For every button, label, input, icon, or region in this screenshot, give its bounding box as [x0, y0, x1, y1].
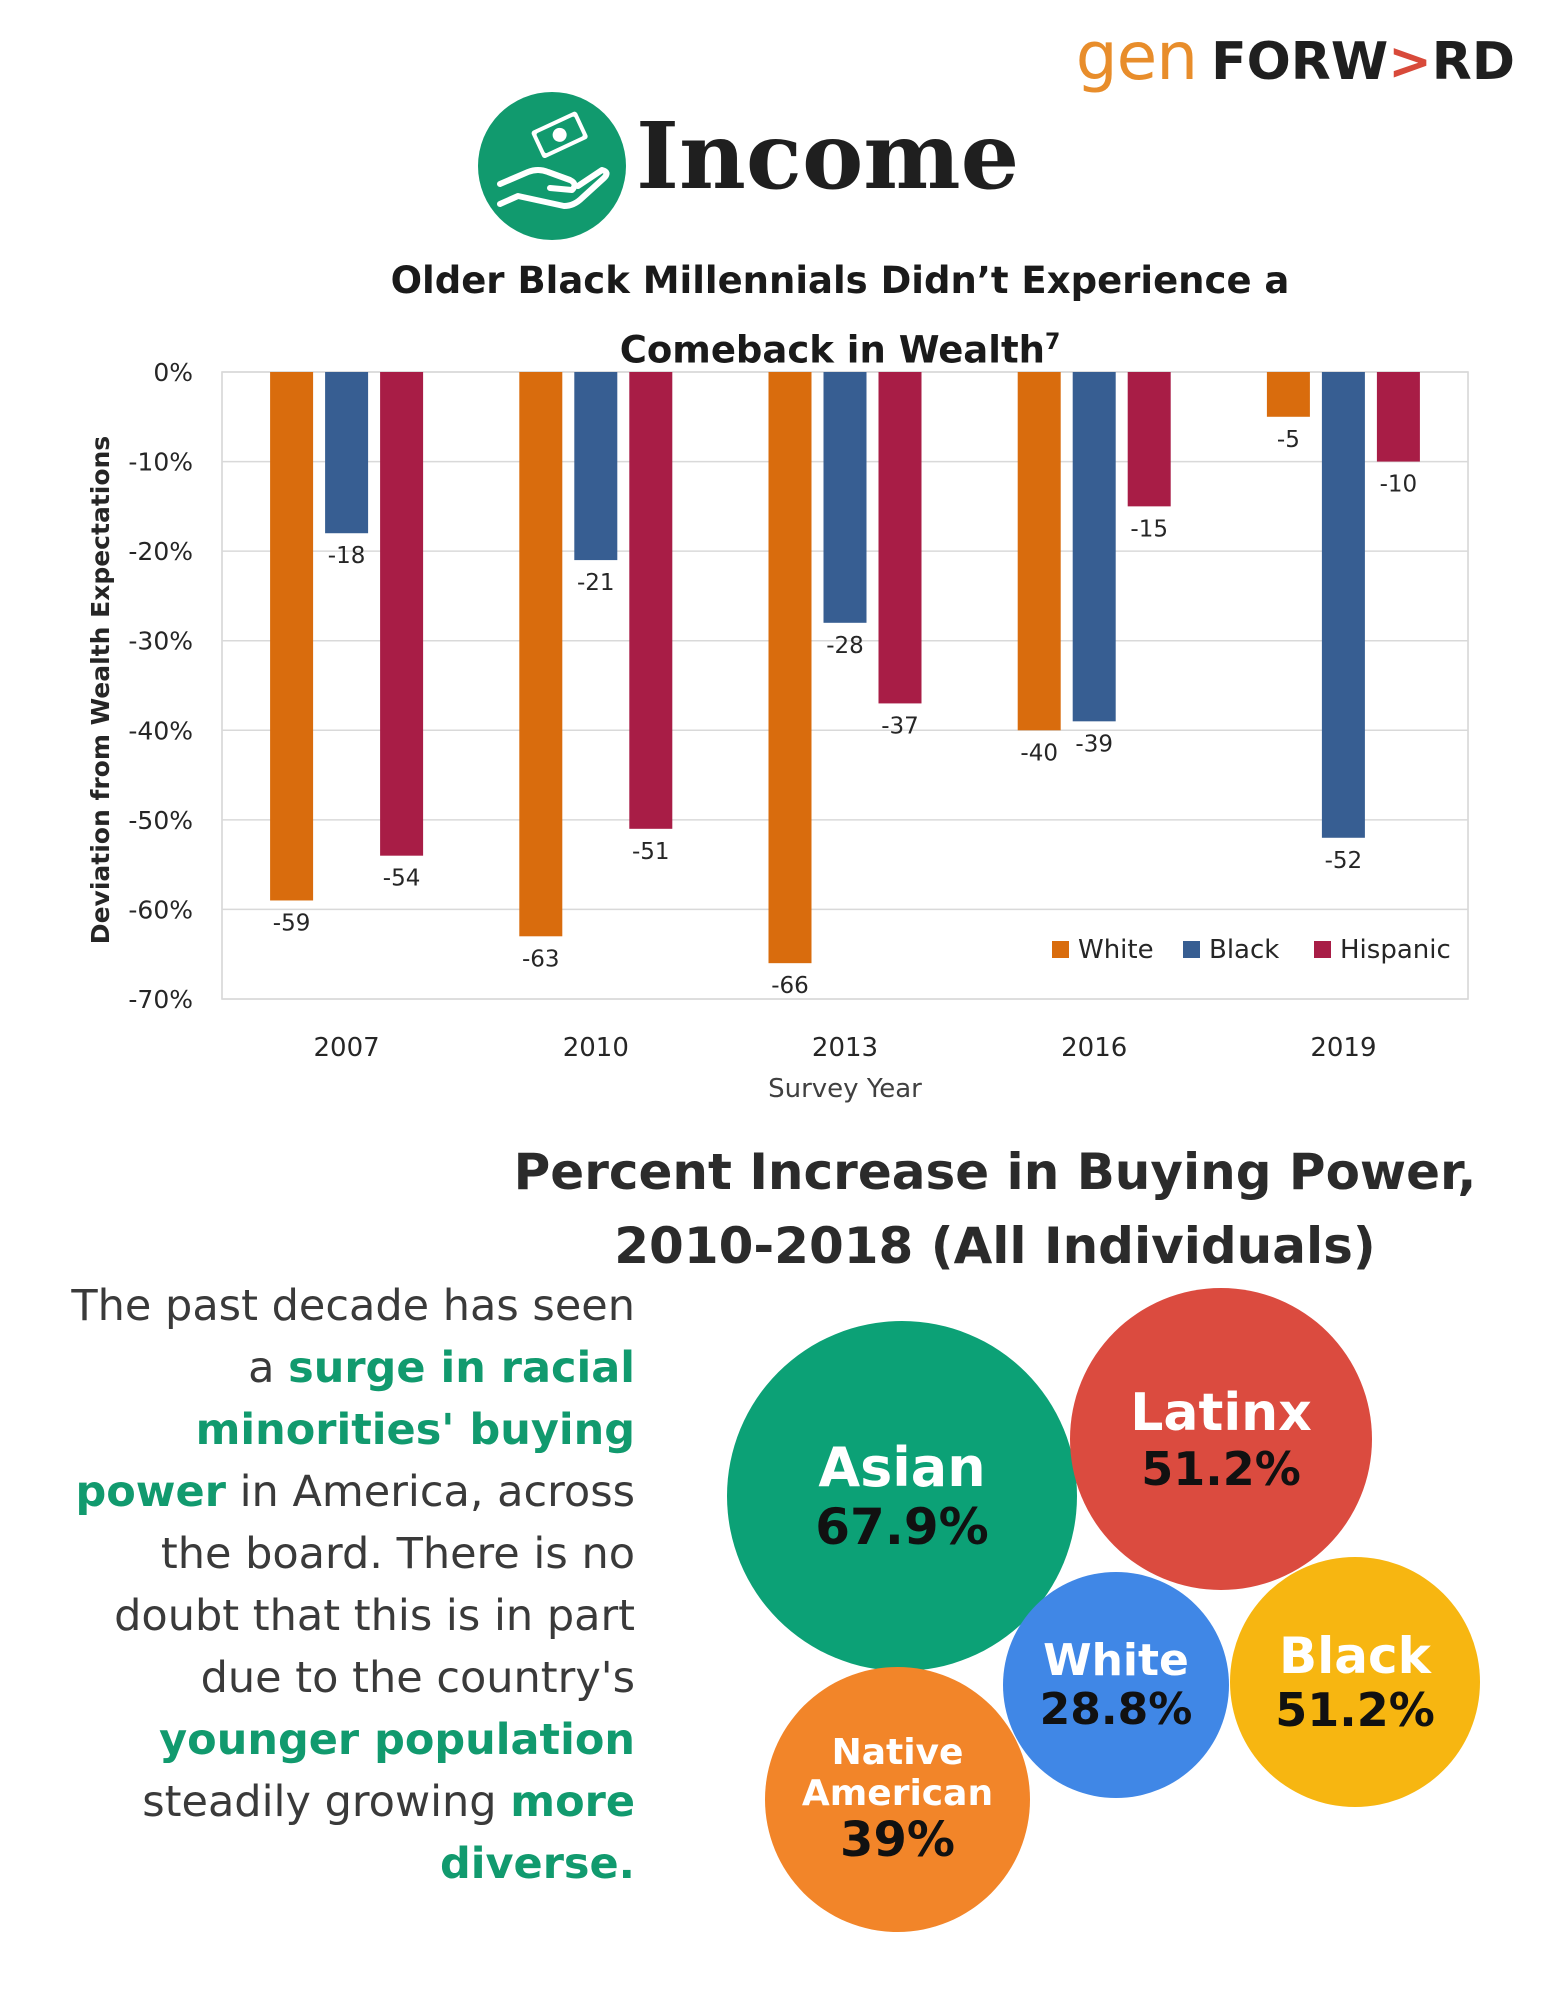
bar-white-2010: [519, 372, 563, 937]
paragraph-highlight-3: more diverse.: [439, 1777, 635, 1889]
paragraph-text-3: steadily growing: [142, 1777, 511, 1827]
paragraph-text-1: The past decade has seen a: [71, 1281, 635, 1393]
chart-title-line-2: Comeback in Wealth7: [240, 312, 1440, 381]
bar-label-hispanic-2019: -10: [1380, 472, 1418, 498]
bubble-white-label: White: [1043, 1634, 1189, 1686]
bar-black-2010: [574, 372, 618, 561]
paragraph-highlight-1: surge in racial minorities' buying power: [75, 1343, 635, 1517]
bar-label-white-2010: -63: [522, 946, 560, 972]
y-tick-label: -30%: [128, 627, 193, 656]
buying-power-paragraph: The past decade has seen a surge in raci…: [60, 1275, 635, 1895]
bar-label-black-2007: -18: [328, 543, 366, 569]
bar-label-black-2016: -39: [1075, 731, 1113, 757]
logo-gen-text: gen: [1075, 18, 1198, 95]
hand-receiving-money-icon: [478, 92, 626, 240]
bar-white-2013: [768, 372, 812, 964]
bar-black-2019: [1321, 372, 1365, 838]
bubble-asian-value: 67.9%: [815, 1497, 989, 1556]
bar-label-white-2019: -5: [1277, 427, 1300, 453]
y-tick-label: -50%: [128, 806, 193, 835]
legend-swatch-black: [1183, 941, 1200, 958]
y-tick-label: -70%: [128, 985, 193, 1014]
bar-hispanic-2010: [629, 372, 673, 829]
bubble-asian-label: Asian: [818, 1436, 986, 1500]
y-axis-ticks: 0% -10% -20% -30% -40% -50% -60% -70%: [128, 358, 193, 1014]
bar-label-hispanic-2016: -15: [1130, 516, 1168, 542]
section-title: Income: [636, 102, 1020, 210]
bubble-black-value: 51.2%: [1275, 1683, 1435, 1738]
x-tick-label: 2016: [1061, 1033, 1127, 1063]
bubble-white: White 28.8%: [1003, 1572, 1229, 1798]
bubble-latinx-label: Latinx: [1130, 1382, 1312, 1443]
paragraph-text-2: in America, across the board. There is n…: [114, 1467, 635, 1703]
bar-black-2013: [823, 372, 867, 623]
bar-white-2016: [1017, 372, 1061, 731]
logo-forward-text: FORW>RD: [1211, 32, 1515, 92]
y-tick-label: -20%: [128, 537, 193, 566]
bubble-native-american-label-2: American: [801, 1773, 994, 1815]
chart-title-line-1: Older Black Millennials Didn’t Experienc…: [390, 259, 1290, 302]
bar-hispanic-2013: [878, 372, 922, 704]
y-tick-label: -60%: [128, 895, 193, 924]
x-tick-label: 2010: [563, 1033, 629, 1063]
bubble-black: Black 51.2%: [1230, 1557, 1480, 1807]
bars: [270, 372, 1420, 964]
chart-title-line-2-text: Comeback in Wealth: [619, 328, 1045, 372]
bar-label-black-2010: -21: [577, 570, 615, 596]
chart-title-footnote: 7: [1044, 330, 1061, 355]
x-axis-label: Survey Year: [768, 1074, 922, 1104]
income-header: Income: [478, 92, 1038, 242]
genforward-logo: gen FORW>RD: [1076, 18, 1515, 95]
bar-hispanic-2007: [380, 372, 424, 856]
bubble-native-american-label-1: Native: [831, 1731, 964, 1773]
legend: White Black Hispanic: [1052, 935, 1451, 965]
y-axis-label: Deviation from Wealth Expectations: [86, 436, 115, 944]
bar-black-2016: [1072, 372, 1116, 722]
bubble-latinx-value: 51.2%: [1141, 1441, 1301, 1496]
bar-label-black-2019: -52: [1325, 848, 1363, 874]
bar-white-2019: [1266, 372, 1310, 417]
logo-forward-part-a: FORW: [1211, 32, 1389, 92]
x-tick-label: 2007: [314, 1033, 380, 1063]
buying-power-title-line-2: 2010-2018 (All Individuals): [614, 1217, 1376, 1275]
legend-label-white: White: [1078, 935, 1154, 965]
logo-forward-part-b: RD: [1431, 32, 1515, 92]
bubble-latinx: Latinx 51.2%: [1070, 1288, 1372, 1590]
x-tick-label: 2013: [812, 1033, 878, 1063]
logo-arrow: >: [1388, 32, 1432, 92]
bubble-white-value: 28.8%: [1039, 1684, 1193, 1736]
y-tick-label: -40%: [128, 716, 193, 745]
legend-label-black: Black: [1209, 935, 1279, 965]
bar-black-2007: [325, 372, 369, 534]
paragraph-highlight-2: younger population: [159, 1715, 635, 1765]
bar-label-hispanic-2010: -51: [632, 839, 670, 865]
bar-label-white-2013: -66: [771, 973, 809, 999]
x-tick-label: 2019: [1310, 1033, 1376, 1063]
bar-label-black-2013: -28: [826, 633, 864, 659]
bar-white-2007: [270, 372, 314, 901]
bubble-asian: Asian 67.9%: [727, 1321, 1077, 1671]
bar-data-labels: -59 -18 -54 -63 -21 -51 -66 -28 -37 -40 -39 -15 -5 -5…: [273, 427, 1417, 999]
legend-label-hispanic: Hispanic: [1340, 935, 1451, 965]
bar-label-white-2016: -40: [1020, 740, 1058, 766]
y-tick-label: -10%: [128, 448, 193, 477]
x-axis-ticks: 2007 2010 2013 2016 2019: [314, 1033, 1377, 1063]
wealth-deviation-bar-chart: 0% -10% -20% -30% -40% -50% -60% -70% -59 -18 -54…: [86, 358, 1469, 1104]
bar-label-hispanic-2007: -54: [383, 866, 421, 892]
chart-title: Older Black Millennials Didn’t Experienc…: [240, 250, 1440, 381]
bubble-native-american-value: 39%: [840, 1812, 955, 1869]
legend-swatch-white: [1052, 941, 1069, 958]
bar-label-white-2007: -59: [273, 910, 311, 936]
y-tick-label: 0%: [153, 358, 193, 387]
bar-label-hispanic-2013: -37: [881, 713, 919, 739]
bar-hispanic-2019: [1376, 372, 1420, 462]
bar-hispanic-2016: [1127, 372, 1171, 507]
legend-swatch-hispanic: [1314, 941, 1331, 958]
buying-power-title-line-1: Percent Increase in Buying Power,: [513, 1143, 1477, 1201]
buying-power-title: Percent Increase in Buying Power, 2010-2…: [460, 1135, 1530, 1283]
bubble-native-american: Native American 39%: [765, 1667, 1030, 1932]
bubble-black-label: Black: [1279, 1626, 1431, 1685]
